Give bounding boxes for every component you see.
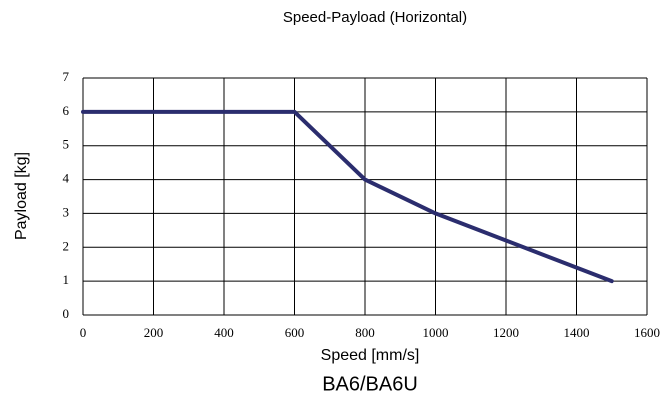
x-tick-label: 200 bbox=[144, 325, 164, 340]
caption: BA6/BA6U bbox=[322, 373, 418, 395]
x-tick-label: 600 bbox=[285, 325, 305, 340]
x-axis-label: Speed [mm/s] bbox=[321, 347, 420, 364]
x-tick-label: 1200 bbox=[493, 325, 519, 340]
y-tick-label: 5 bbox=[63, 137, 70, 152]
x-tick-label: 1000 bbox=[423, 325, 449, 340]
x-tick-label: 1600 bbox=[634, 325, 660, 340]
x-tick-label: 800 bbox=[355, 325, 375, 340]
y-tick-label: 2 bbox=[63, 238, 70, 253]
chart-title: Speed-Payload (Horizontal) bbox=[283, 9, 467, 26]
x-tick-label: 400 bbox=[214, 325, 234, 340]
y-tick-label: 3 bbox=[63, 204, 70, 219]
y-tick-label: 6 bbox=[63, 103, 70, 118]
y-tick-label: 4 bbox=[63, 171, 70, 186]
y-tick-label: 1 bbox=[63, 272, 70, 287]
x-tick-label: 1400 bbox=[564, 325, 590, 340]
data-line bbox=[81, 109, 614, 284]
y-axis-label: Payload [kg] bbox=[13, 152, 30, 240]
y-tick-label: 7 bbox=[63, 69, 70, 84]
y-tick-label: 0 bbox=[63, 306, 70, 321]
x-tick-label: 0 bbox=[80, 325, 87, 340]
